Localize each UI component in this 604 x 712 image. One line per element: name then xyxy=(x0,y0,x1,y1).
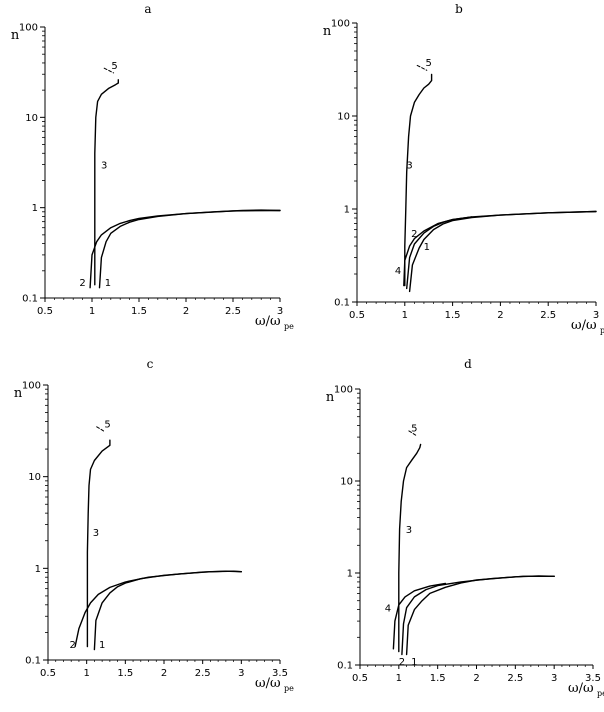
series-curve-1 xyxy=(93,570,243,651)
curve-label: 2 xyxy=(399,657,405,668)
series-curve-3 xyxy=(86,439,111,648)
x-axis-label: ω/ω xyxy=(568,681,594,696)
x-axis-label-subscript: pe xyxy=(597,689,604,698)
x-tick-label: 2.5 xyxy=(540,310,556,321)
x-tick-label: 2 xyxy=(497,310,503,321)
curve-label: 2 xyxy=(79,278,85,289)
x-tick-label: 2 xyxy=(161,668,167,679)
y-tick-label: 100 xyxy=(22,381,41,392)
x-tick-label: 3 xyxy=(277,306,283,317)
panel-title: d xyxy=(464,357,472,371)
y-tick-label: 0.1 xyxy=(25,656,41,667)
y-axis-label: n xyxy=(11,28,20,43)
series-curve-4 xyxy=(403,216,473,287)
series-curve-2 xyxy=(401,575,555,656)
x-tick-label: 0.5 xyxy=(349,310,365,321)
y-axis-label: n xyxy=(323,24,332,39)
series-curve-3 xyxy=(94,79,120,286)
x-tick-label: 2.5 xyxy=(507,673,523,684)
y-tick-label: 10 xyxy=(28,472,41,483)
curve-label: 2 xyxy=(411,229,417,240)
series-curve-1 xyxy=(405,575,555,656)
x-tick-label: 3 xyxy=(593,310,599,321)
curve-label: 4 xyxy=(395,266,401,277)
x-tick-label: 2.5 xyxy=(225,306,241,317)
panel-a: a 0.1 1 10 100 0.5 1 1.5 2 2.5 3 n ω/ω pe 1 2 3 5 xyxy=(11,2,294,331)
x-tick-label: 0.5 xyxy=(40,668,56,679)
x-axis-label: ω/ω xyxy=(255,676,281,691)
y-tick-label: 10 xyxy=(337,112,350,123)
x-tick-label: 1.5 xyxy=(430,673,446,684)
x-tick-label: 1 xyxy=(89,306,95,317)
x-tick-label: 3.5 xyxy=(272,668,288,679)
series-curve-5 xyxy=(96,426,105,433)
curve-label: 5 xyxy=(411,424,417,435)
x-axis-label-subscript: pe xyxy=(284,684,294,693)
curve-label: 3 xyxy=(406,161,412,172)
y-axis-label: n xyxy=(14,386,23,401)
curve-label: 1 xyxy=(105,278,111,289)
series-curve-2 xyxy=(74,570,243,648)
x-tick-label: 1 xyxy=(83,668,89,679)
x-tick-label: 1 xyxy=(396,673,402,684)
panel-title: a xyxy=(144,2,151,16)
y-tick-label: 1 xyxy=(344,205,350,216)
x-tick-label: 1.5 xyxy=(445,310,461,321)
series-curve-5 xyxy=(408,430,418,437)
x-axis-label-subscript: pe xyxy=(284,322,294,331)
series-curve-2 xyxy=(89,209,281,289)
y-tick-label: 1 xyxy=(32,203,38,214)
panel-title: c xyxy=(147,357,154,371)
y-tick-label: 100 xyxy=(19,23,38,34)
x-axis-label: ω/ω xyxy=(571,318,597,333)
panel-title: b xyxy=(455,2,463,16)
x-tick-label: 1.5 xyxy=(131,306,147,317)
curve-label: 5 xyxy=(426,58,432,69)
y-axis-label: n xyxy=(326,390,335,405)
curve-label: 3 xyxy=(406,525,412,536)
x-tick-label: 2 xyxy=(473,673,479,684)
series-curve-5 xyxy=(103,67,115,74)
x-tick-label: 3 xyxy=(551,673,557,684)
x-tick-label: 2.5 xyxy=(195,668,211,679)
curve-label: 3 xyxy=(93,528,99,539)
y-tick-label: 0.1 xyxy=(337,661,353,672)
y-tick-label: 10 xyxy=(340,477,353,488)
curve-label: 1 xyxy=(411,657,417,668)
x-axis-label-subscript: pe xyxy=(600,326,604,335)
series-curve-2 xyxy=(406,210,597,290)
curve-label: 5 xyxy=(104,420,110,431)
series-curve-3 xyxy=(404,73,433,287)
curve-label: 4 xyxy=(385,604,391,615)
curve-label: 5 xyxy=(111,61,117,72)
y-tick-label: 100 xyxy=(334,385,353,396)
x-axis-label: ω/ω xyxy=(255,314,281,329)
y-tick-label: 1 xyxy=(347,569,353,580)
y-tick-label: 1 xyxy=(35,564,41,575)
x-tick-label: 0.5 xyxy=(37,306,53,317)
x-tick-label: 2 xyxy=(183,306,189,317)
curve-label: 1 xyxy=(99,640,105,651)
x-tick-label: 3 xyxy=(238,668,244,679)
curve-label: 1 xyxy=(424,242,430,253)
y-tick-label: 10 xyxy=(25,113,38,124)
series-curve-5 xyxy=(416,64,428,71)
x-tick-label: 1.5 xyxy=(117,668,133,679)
x-tick-label: 3.5 xyxy=(585,673,601,684)
panel-c: c 0.1 1 10 100 0.5 1 1.5 2 2.5 3 3.5 n ω/ω pe 1 2 3 5 xyxy=(14,357,294,693)
x-tick-label: 1 xyxy=(402,310,408,321)
series-curve-4 xyxy=(392,582,447,650)
curve-label: 2 xyxy=(70,640,76,651)
x-tick-label: 0.5 xyxy=(352,673,368,684)
curve-label: 3 xyxy=(101,161,107,172)
y-tick-label: 0.1 xyxy=(22,294,38,305)
y-tick-label: 100 xyxy=(331,19,350,30)
series-curve-3 xyxy=(398,443,422,653)
y-tick-label: 0.1 xyxy=(334,298,350,309)
